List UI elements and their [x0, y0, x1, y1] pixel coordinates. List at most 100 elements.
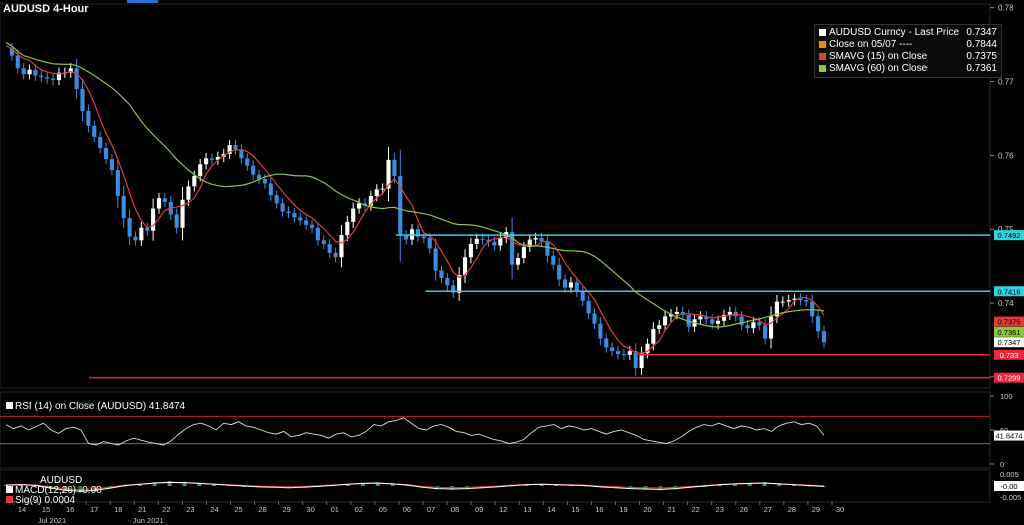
candle-body: [368, 196, 373, 206]
x-tick-label: 16: [595, 505, 603, 514]
x-tick-label: 08: [451, 505, 459, 514]
price-tag-label: 0.7347: [998, 338, 1021, 347]
macd-hist-bar: [137, 483, 142, 486]
candle-body: [204, 158, 209, 165]
candle-body: [51, 78, 56, 81]
candle-body: [380, 188, 385, 190]
x-tick-label: 02: [355, 505, 363, 514]
candle-body: [792, 298, 797, 301]
legend-swatch-icon: [819, 52, 826, 60]
candle-body: [615, 351, 621, 355]
y-tick-label: 0.76: [998, 151, 1014, 160]
y-tick-label: 0.77: [998, 78, 1014, 87]
level-tag-label: 0.7492: [998, 231, 1021, 240]
candle-body: [109, 159, 114, 171]
legend-item-sma15: SMAVG (15) on Close 0.7375: [819, 51, 997, 63]
x-tick-label: 23: [716, 505, 724, 514]
rsi-label-text: RSI (14) on Close (AUDUSD) 41.8474: [15, 401, 186, 412]
candle-body: [745, 325, 750, 329]
x-tick-label: 22: [691, 505, 699, 514]
price-tag: [994, 337, 1024, 348]
x-tick-label: 05: [379, 505, 387, 514]
macd-hist-bar: [4, 484, 8, 486]
x-tick-label: 22: [162, 505, 170, 514]
candle-body: [716, 320, 721, 324]
y-tick-label: 0.78: [998, 4, 1014, 13]
candle-body: [821, 331, 827, 343]
candle-body: [739, 316, 744, 326]
candle-body: [227, 145, 232, 154]
rsi-label: RSI (14) on Close (AUDUSD) 41.8474: [6, 401, 185, 412]
x-tick-label: 23: [186, 505, 194, 514]
candle-body: [398, 176, 403, 236]
candle-body: [304, 220, 309, 225]
candle-body: [245, 158, 250, 166]
macd-tick-label: 0.005: [1000, 470, 1019, 479]
candle-body: [568, 282, 574, 288]
candle-body: [645, 343, 650, 354]
x-tick-label: 12: [499, 505, 507, 514]
candle-body: [462, 257, 468, 276]
x-tick-label: 29: [812, 505, 820, 514]
candle-body: [816, 316, 821, 332]
candle-body: [592, 313, 597, 324]
candle-body: [533, 238, 538, 240]
candle-body: [162, 198, 167, 202]
x-tick-label: 27: [764, 505, 772, 514]
candle-body: [757, 322, 762, 326]
candle-body: [145, 227, 150, 231]
candle-body: [280, 203, 285, 212]
candle-body: [521, 246, 526, 259]
candle-body: [68, 68, 73, 73]
candle-body: [698, 316, 703, 320]
macd-label: MACD(12,26) -0.00: [15, 485, 102, 496]
candle-body: [127, 218, 132, 237]
candle-body: [39, 75, 44, 78]
legend-value: 0.7375: [966, 51, 997, 62]
macd-series-name: AUDUSD: [40, 475, 83, 486]
candle-body: [710, 319, 715, 324]
candle-body: [86, 111, 91, 126]
window-tab-accent[interactable]: [127, 0, 158, 3]
x-tick-label: 13: [523, 505, 531, 514]
candle-body: [251, 165, 256, 175]
macd-tag-label: -0.00: [1000, 482, 1017, 491]
candle-body: [298, 217, 303, 221]
candle-body: [133, 236, 138, 241]
candle-body: [527, 239, 532, 247]
x-tick-label: 29: [282, 505, 290, 514]
candle-body: [333, 252, 338, 258]
candle-body: [480, 238, 485, 240]
candle-body: [439, 270, 444, 278]
macd-hist-bar: [346, 483, 351, 486]
x-tick-label: 09: [475, 505, 483, 514]
candle-body: [92, 125, 97, 137]
level-tag: [994, 349, 1024, 360]
level-tag-label: 0.7299: [998, 374, 1021, 383]
candle-body: [256, 174, 262, 180]
x-tick-label: 06: [403, 505, 411, 514]
legend: AUDUSD Curncy - Last Price 0.7347 Close …: [814, 24, 1002, 78]
y-tick-label: 0.75: [998, 225, 1014, 234]
candle-body: [15, 55, 20, 69]
candle-body: [121, 196, 126, 219]
candle-body: [763, 325, 768, 339]
candle-body: [498, 238, 503, 246]
x-tick-label: 24: [210, 505, 218, 514]
x-tick-label: 20: [643, 505, 651, 514]
candle-body: [751, 322, 756, 329]
macd-hist-bar: [539, 483, 544, 486]
legend-swatch-icon: [819, 64, 826, 72]
candle-body: [515, 258, 521, 265]
candle-body: [415, 229, 421, 237]
candle-body: [563, 279, 568, 288]
x-tick-label: 15: [42, 505, 50, 514]
candle-body: [721, 314, 727, 321]
price-tag-label: 0.7375: [998, 318, 1021, 327]
candle-body: [774, 301, 779, 317]
candle-body: [357, 203, 362, 209]
macd-hist-bar: [182, 481, 187, 486]
rsi-tick-label: 50: [1000, 426, 1008, 435]
x-tick-label: 19: [619, 505, 627, 514]
legend-label: Close on 05/07 ----: [829, 39, 913, 50]
